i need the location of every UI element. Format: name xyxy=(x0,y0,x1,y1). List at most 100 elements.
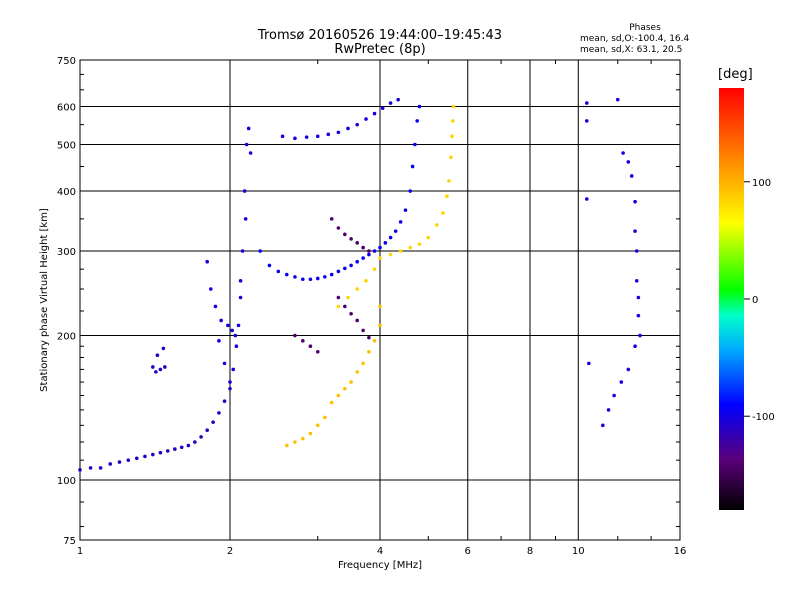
data-point xyxy=(393,229,398,233)
phase-stats-heading: Phases xyxy=(629,23,661,33)
data-point xyxy=(408,245,413,250)
data-point xyxy=(638,333,642,338)
data-point xyxy=(293,136,297,141)
data-point xyxy=(336,393,341,398)
data-point xyxy=(308,431,313,436)
data-point xyxy=(388,252,393,257)
data-point xyxy=(606,408,611,412)
data-point xyxy=(364,117,368,121)
data-point xyxy=(626,160,631,164)
y-tick-label: 300 xyxy=(57,247,76,258)
data-point xyxy=(629,174,634,178)
data-point xyxy=(233,333,238,338)
data-point xyxy=(154,370,158,374)
data-point xyxy=(367,349,371,354)
data-point xyxy=(284,272,289,277)
y-axis-label: Stationary phase Virtual Height [km] xyxy=(39,208,50,392)
data-point xyxy=(267,263,272,268)
data-point xyxy=(217,339,221,343)
data-point xyxy=(336,269,341,274)
data-point xyxy=(242,189,247,193)
y-tick-label: 200 xyxy=(57,332,76,343)
data-point xyxy=(378,256,382,260)
data-point xyxy=(615,97,620,102)
x-axis-label: Frequency [MHz] xyxy=(338,560,422,571)
data-point xyxy=(240,249,245,253)
data-point xyxy=(226,323,230,328)
data-point xyxy=(378,323,382,328)
data-point xyxy=(165,449,170,453)
data-point xyxy=(117,460,122,464)
data-point xyxy=(633,199,637,204)
data-point xyxy=(636,295,641,300)
phase-stats-o: mean, sd,O:-100.4, 16.4 xyxy=(580,34,690,44)
data-point xyxy=(612,393,616,398)
y-tick-label: 400 xyxy=(57,187,76,198)
data-point xyxy=(361,256,365,260)
data-point xyxy=(388,235,393,240)
data-point xyxy=(449,155,453,160)
data-point xyxy=(450,134,454,139)
data-point xyxy=(161,346,166,351)
data-point xyxy=(346,295,350,300)
colorbar-label: [deg] xyxy=(718,67,753,82)
data-point xyxy=(222,361,227,366)
data-point xyxy=(451,119,455,123)
data-point xyxy=(329,217,334,221)
data-point xyxy=(584,197,589,201)
data-point xyxy=(361,328,365,333)
data-point xyxy=(626,367,631,372)
colorbar-tick-label: 100 xyxy=(752,178,771,189)
data-point xyxy=(355,287,359,291)
x-tick-label: 6 xyxy=(465,546,471,557)
data-point xyxy=(447,179,451,183)
data-point xyxy=(238,295,243,300)
data-point xyxy=(323,415,327,420)
data-point xyxy=(126,458,131,462)
data-point xyxy=(173,447,177,451)
data-point xyxy=(315,276,320,281)
data-point xyxy=(349,263,353,268)
data-point xyxy=(601,423,605,428)
data-point xyxy=(205,259,209,264)
data-point xyxy=(244,142,249,147)
data-point xyxy=(329,400,334,405)
data-point xyxy=(222,399,227,403)
data-point xyxy=(355,241,359,245)
data-point xyxy=(234,344,239,349)
data-point xyxy=(315,423,320,428)
chart-subtitle: RwPretec (8p) xyxy=(334,42,426,57)
data-point xyxy=(258,249,263,253)
data-point xyxy=(621,151,625,155)
x-tick-label: 1 xyxy=(77,546,83,557)
data-point xyxy=(213,304,218,309)
data-point xyxy=(301,339,305,343)
data-point xyxy=(336,226,341,230)
data-point xyxy=(584,119,589,123)
data-point xyxy=(293,275,297,279)
data-point xyxy=(208,287,213,291)
data-point xyxy=(355,122,359,127)
data-point xyxy=(336,130,341,135)
data-point xyxy=(355,370,359,374)
data-point xyxy=(634,249,639,253)
data-point xyxy=(633,344,637,349)
data-point xyxy=(410,164,415,169)
data-point xyxy=(361,361,365,366)
data-point xyxy=(451,104,456,109)
data-point xyxy=(367,252,371,257)
data-point xyxy=(248,151,253,155)
data-point xyxy=(372,267,377,271)
data-point xyxy=(378,304,382,309)
data-point xyxy=(398,220,403,224)
data-point xyxy=(336,304,341,309)
y-tick-label: 500 xyxy=(57,141,76,152)
data-point xyxy=(158,450,163,455)
data-point xyxy=(151,452,155,457)
data-point xyxy=(280,134,285,139)
data-point xyxy=(396,97,400,102)
colorbar-ticks: 100 0 -100 xyxy=(744,178,775,423)
data-point xyxy=(98,466,103,470)
data-point xyxy=(372,111,377,116)
